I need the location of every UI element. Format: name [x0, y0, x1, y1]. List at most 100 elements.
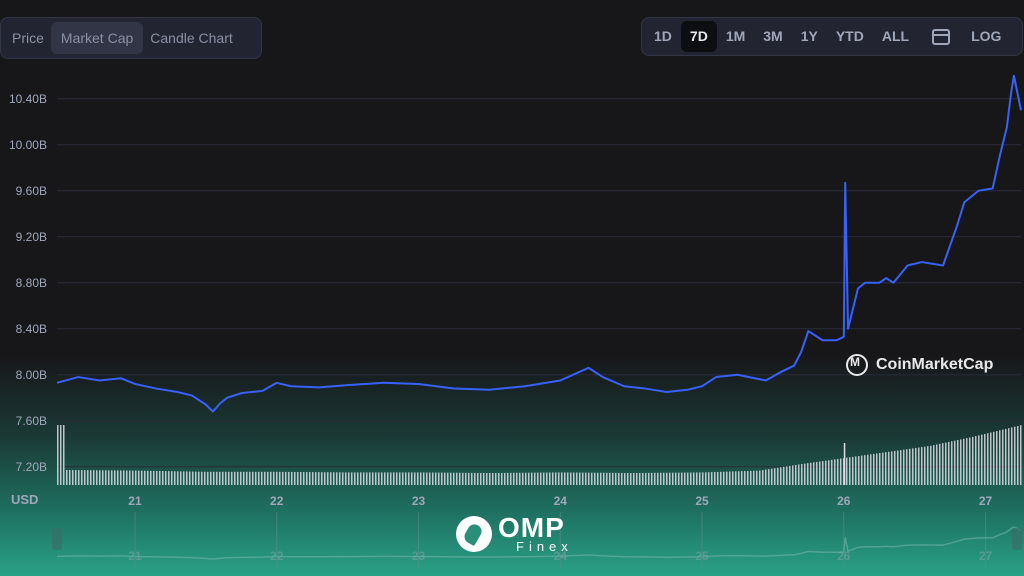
volume-bar [585, 472, 587, 485]
y-tick-label: 9.60B [16, 184, 47, 198]
range-ytd-button[interactable]: YTD [835, 28, 864, 44]
volume-bar [402, 472, 404, 485]
volume-bar [210, 471, 212, 485]
range-handle-left[interactable] [52, 528, 62, 550]
volume-bar [588, 472, 590, 485]
volume-bar [141, 470, 143, 485]
volume-bar [465, 472, 467, 485]
volume-bar [480, 472, 482, 485]
volume-bar [543, 472, 545, 485]
volume-bar [708, 472, 710, 485]
volume-bar [366, 472, 368, 485]
log-scale-button[interactable]: LOG [971, 28, 1002, 44]
volume-bar [831, 459, 833, 485]
volume-bar [804, 463, 806, 485]
volume-bar [195, 471, 197, 485]
volume-bar [969, 437, 971, 485]
range-7d-button[interactable]: 7D [680, 21, 717, 52]
tab-market-cap[interactable]: Market Cap [50, 22, 144, 54]
volume-bar [1002, 429, 1004, 485]
x-tick-label: 21 [128, 494, 142, 508]
volume-bar [615, 472, 617, 485]
volume-bar [1020, 425, 1022, 485]
volume-bar [630, 472, 632, 485]
range-1y-button[interactable]: 1Y [800, 28, 818, 44]
volume-bar [462, 472, 464, 485]
volume-bar [390, 472, 392, 485]
volume-bar [795, 464, 797, 485]
volume-bar [393, 472, 395, 485]
volume-bar [693, 472, 695, 485]
calendar-icon[interactable] [932, 28, 951, 45]
volume-bar [57, 425, 59, 485]
volume-bar [495, 472, 497, 485]
volume-bar [966, 438, 968, 485]
volume-bar [156, 470, 158, 485]
volume-bar [270, 471, 272, 485]
volume-bar [150, 470, 152, 485]
volume-bar [1014, 426, 1016, 485]
y-tick-label: 10.00B [9, 138, 47, 152]
volume-bar [453, 472, 455, 485]
volume-bar [723, 471, 725, 485]
volume-bar [243, 471, 245, 485]
volume-bar [567, 472, 569, 485]
volume-bar [537, 472, 539, 485]
volume-bar [906, 449, 908, 485]
volume-bar [396, 472, 398, 485]
volume-bar [822, 461, 824, 485]
volume-bar [885, 452, 887, 485]
volume-bar [225, 471, 227, 485]
volume-bar [816, 461, 818, 485]
volume-bar [477, 472, 479, 485]
x-tick-label: 24 [554, 494, 568, 508]
volume-bar [900, 450, 902, 485]
volume-bar [663, 472, 665, 485]
volume-bar [534, 472, 536, 485]
volume-bar [570, 472, 572, 485]
volume-bar [411, 472, 413, 485]
y-tick-label: 8.00B [16, 368, 47, 382]
volume-bar [351, 472, 353, 485]
volume-bar [852, 456, 854, 485]
volume-bar [315, 472, 317, 485]
volume-bar [255, 471, 257, 485]
volume-bar [126, 470, 128, 485]
volume-bar [516, 472, 518, 485]
volume-bar [582, 472, 584, 485]
volume-bar [876, 453, 878, 485]
range-handle-right[interactable] [1012, 528, 1022, 550]
volume-bar [825, 460, 827, 485]
volume-bar [696, 472, 698, 485]
volume-bar [837, 458, 839, 485]
volume-bar [618, 472, 620, 485]
range-3m-button[interactable]: 3M [763, 28, 783, 44]
volume-bar [930, 445, 932, 485]
range-all-button[interactable]: ALL [881, 28, 910, 44]
volume-bar [834, 459, 836, 485]
volume-bar [726, 471, 728, 485]
volume-bar [234, 471, 236, 485]
tab-price[interactable]: Price [12, 30, 44, 46]
range-1m-button[interactable]: 1M [725, 28, 746, 44]
volume-bar [276, 471, 278, 485]
range-1d-button[interactable]: 1D [654, 28, 672, 44]
volume-bar [774, 468, 776, 485]
currency-label: USD [11, 492, 39, 507]
volume-bar [780, 467, 782, 485]
volume-bar [456, 472, 458, 485]
volume-bar [687, 472, 689, 485]
volume-bar [87, 470, 89, 485]
coinmarketcap-logo-icon [846, 354, 868, 376]
volume-bar [783, 466, 785, 485]
volume-bar [681, 472, 683, 485]
volume-bar [669, 472, 671, 485]
volume-bar [327, 472, 329, 485]
volume-bar [654, 472, 656, 485]
tab-candle-chart[interactable]: Candle Chart [150, 30, 233, 46]
volume-bar [357, 472, 359, 485]
volume-bar [222, 471, 224, 485]
volume-bar [267, 471, 269, 485]
volume-bar [810, 462, 812, 485]
volume-bar [447, 472, 449, 485]
